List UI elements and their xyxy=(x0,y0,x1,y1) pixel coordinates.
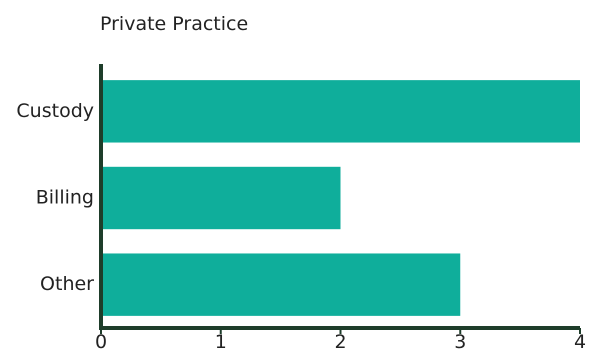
category-label-other: Other xyxy=(40,273,94,295)
bar-billing xyxy=(101,166,341,230)
x-tick-label-3: 3 xyxy=(454,331,466,351)
x-tick-label-0: 0 xyxy=(95,331,107,351)
bar-custody xyxy=(101,80,580,143)
bars-group xyxy=(101,80,580,316)
category-label-billing: Billing xyxy=(36,187,94,209)
x-tick-label-4: 4 xyxy=(574,331,586,351)
chart-title: Private Practice xyxy=(100,13,248,35)
category-labels: Custody Billing Other xyxy=(16,100,94,295)
x-tick-label-2: 2 xyxy=(334,331,346,351)
x-ticks: 0 1 2 3 4 xyxy=(95,328,586,351)
category-label-custody: Custody xyxy=(16,100,94,122)
bar-other xyxy=(101,253,461,316)
x-tick-label-1: 1 xyxy=(215,331,227,351)
